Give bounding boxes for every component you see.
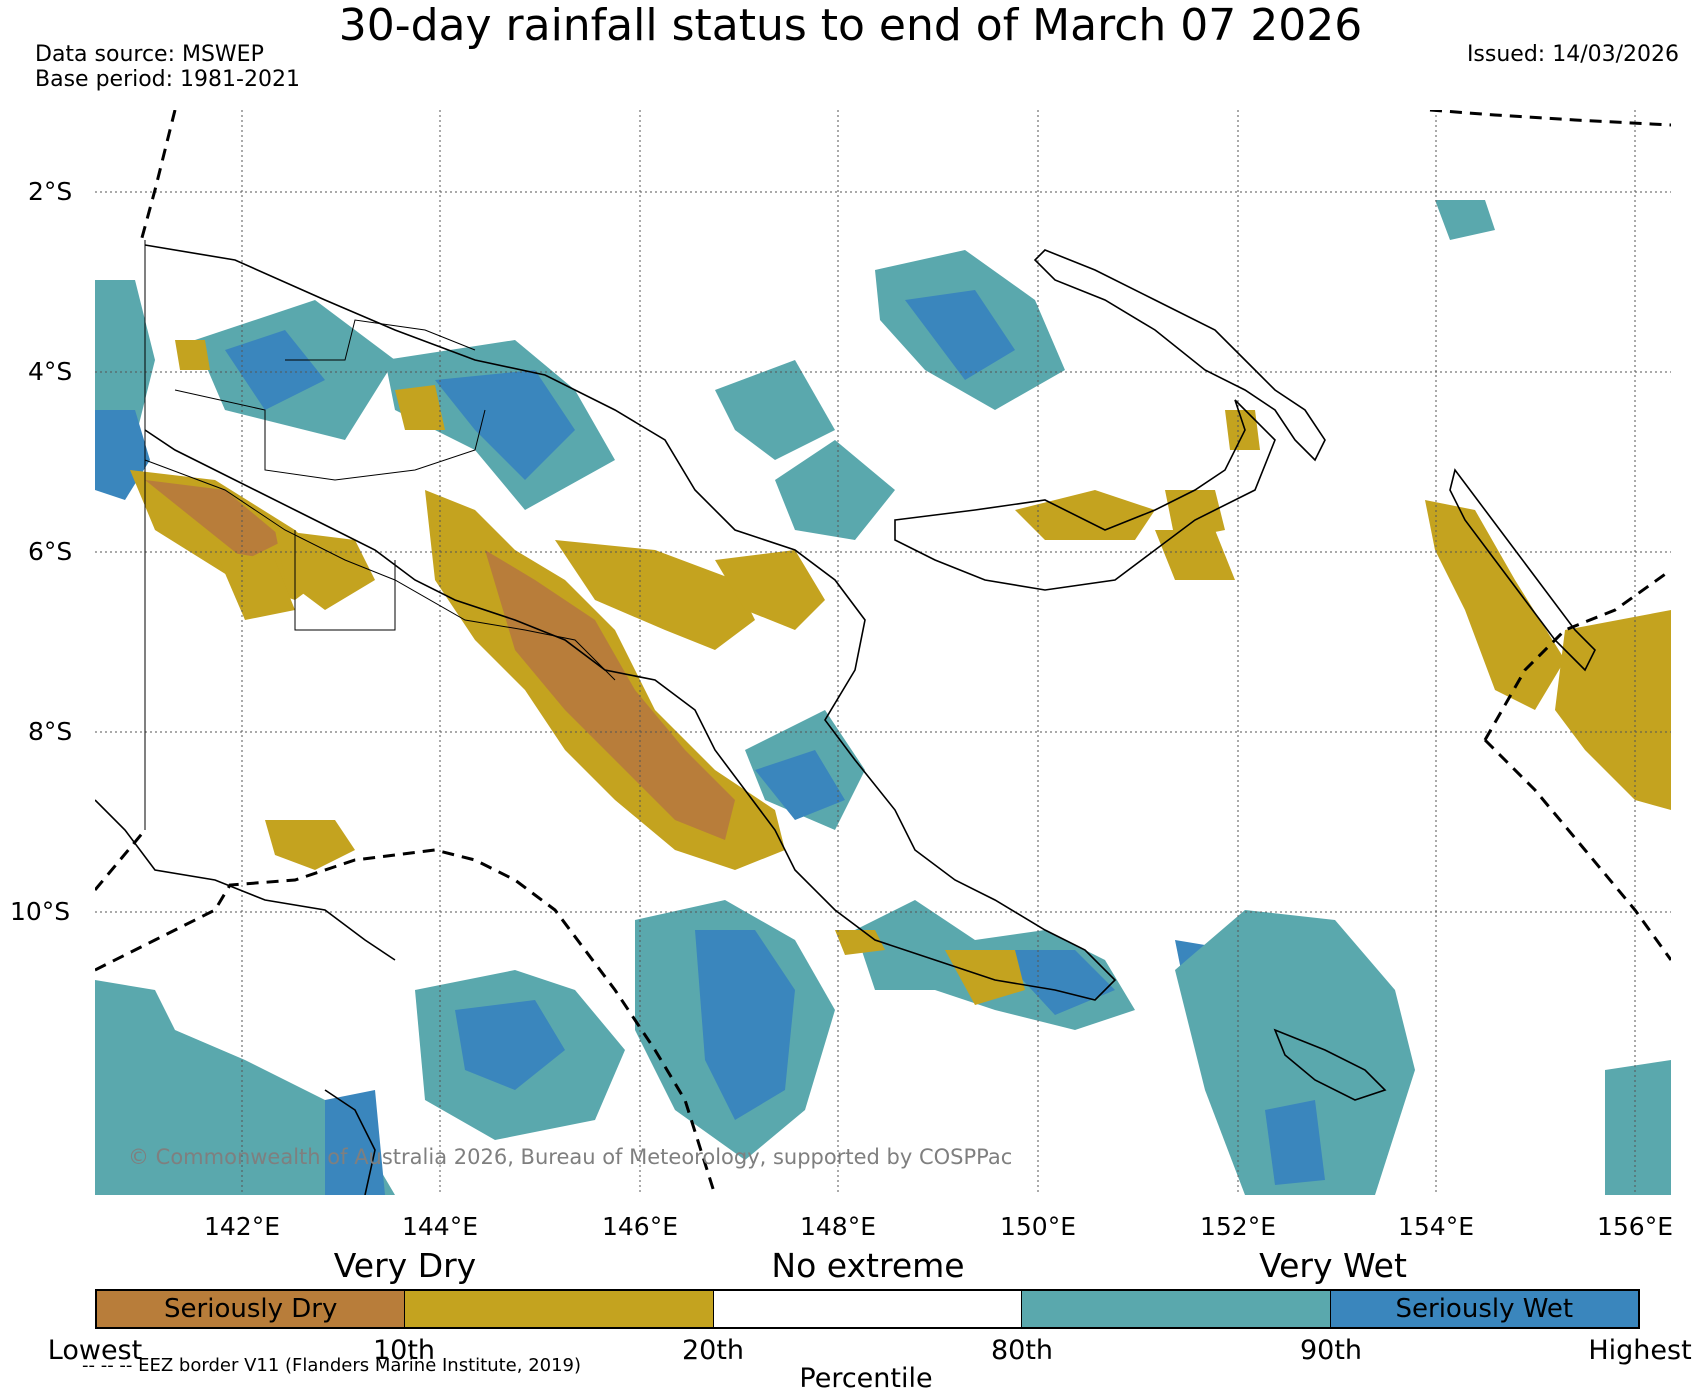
lat-label-6s: 6°S: [28, 537, 73, 566]
lon-label-148e: 148°E: [799, 1212, 877, 1241]
tick-90th: 90th: [1299, 1335, 1363, 1366]
legend-colorbar: Seriously Dry Seriously Wet: [95, 1289, 1640, 1329]
copyright-notice: © Commonwealth of Australia 2026, Bureau…: [128, 1145, 1013, 1169]
lat-label-8s: 8°S: [28, 717, 73, 746]
tick-highest: Highest: [1588, 1335, 1692, 1366]
legend-dry: [405, 1291, 714, 1327]
graticule: [95, 110, 1671, 1195]
map-canvas: [95, 110, 1671, 1195]
lon-label-150e: 150°E: [999, 1212, 1077, 1241]
tick-10th: 10th: [372, 1335, 436, 1366]
lon-label-142e: 142°E: [203, 1212, 281, 1241]
base-period: Base period: 1981-2021: [35, 67, 300, 92]
lon-label-152e: 152°E: [1199, 1212, 1277, 1241]
legend-very-dry: Very Dry: [333, 1246, 477, 1285]
lon-label-144e: 144°E: [401, 1212, 479, 1241]
lon-label-146e: 146°E: [601, 1212, 679, 1241]
lat-label-4s: 4°S: [28, 357, 73, 386]
legend-very-wet: Very Wet: [1259, 1246, 1407, 1285]
lon-label-156e: 156°E: [1596, 1212, 1674, 1241]
tick-lowest: Lowest: [47, 1335, 143, 1366]
lat-label-2s: 2°S: [28, 177, 73, 206]
legend-wet: [1022, 1291, 1331, 1327]
eez-note: -- -- -- EEZ border V11 (Flanders Marine…: [82, 1355, 582, 1376]
tick-20th: 20th: [681, 1335, 745, 1366]
lat-label-10s: 10°S: [10, 897, 71, 926]
wet-areas: [95, 200, 1671, 1195]
rainfall-map: [95, 110, 1671, 1195]
lon-label-154e: 154°E: [1397, 1212, 1475, 1241]
province-borders: [144, 240, 616, 830]
legend-no-extreme: No extreme: [771, 1246, 965, 1285]
coastlines: [95, 244, 1596, 1195]
legend-normal: [713, 1291, 1023, 1327]
percentile-axis-label: Percentile: [799, 1363, 933, 1394]
issued-date: Issued: 14/03/2026: [1466, 42, 1679, 67]
tick-80th: 80th: [990, 1335, 1054, 1366]
legend-seriously-wet: Seriously Wet: [1330, 1291, 1639, 1327]
map-title: 30-day rainfall status to end of March 0…: [338, 0, 1363, 51]
dry-areas: [130, 340, 1671, 1005]
legend-seriously-dry: Seriously Dry: [97, 1291, 406, 1327]
eez-borders: [95, 110, 1671, 1195]
data-source: Data source: MSWEP: [35, 42, 264, 67]
